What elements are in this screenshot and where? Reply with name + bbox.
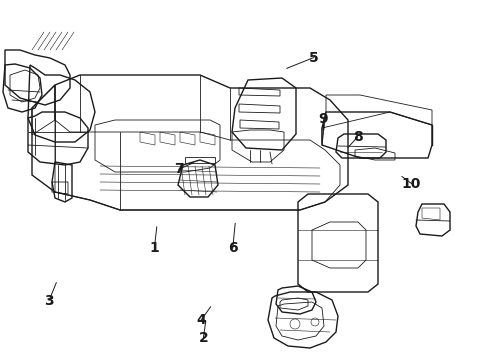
Text: 10: 10 [402,177,421,190]
Text: 6: 6 [228,242,238,255]
Text: 8: 8 [353,130,363,144]
Text: 2: 2 [198,331,208,345]
Text: 5: 5 [309,51,318,64]
Text: 3: 3 [44,294,54,307]
Text: 9: 9 [318,112,328,126]
Text: 1: 1 [149,242,159,255]
Text: 4: 4 [196,314,206,327]
Text: 7: 7 [174,162,184,176]
